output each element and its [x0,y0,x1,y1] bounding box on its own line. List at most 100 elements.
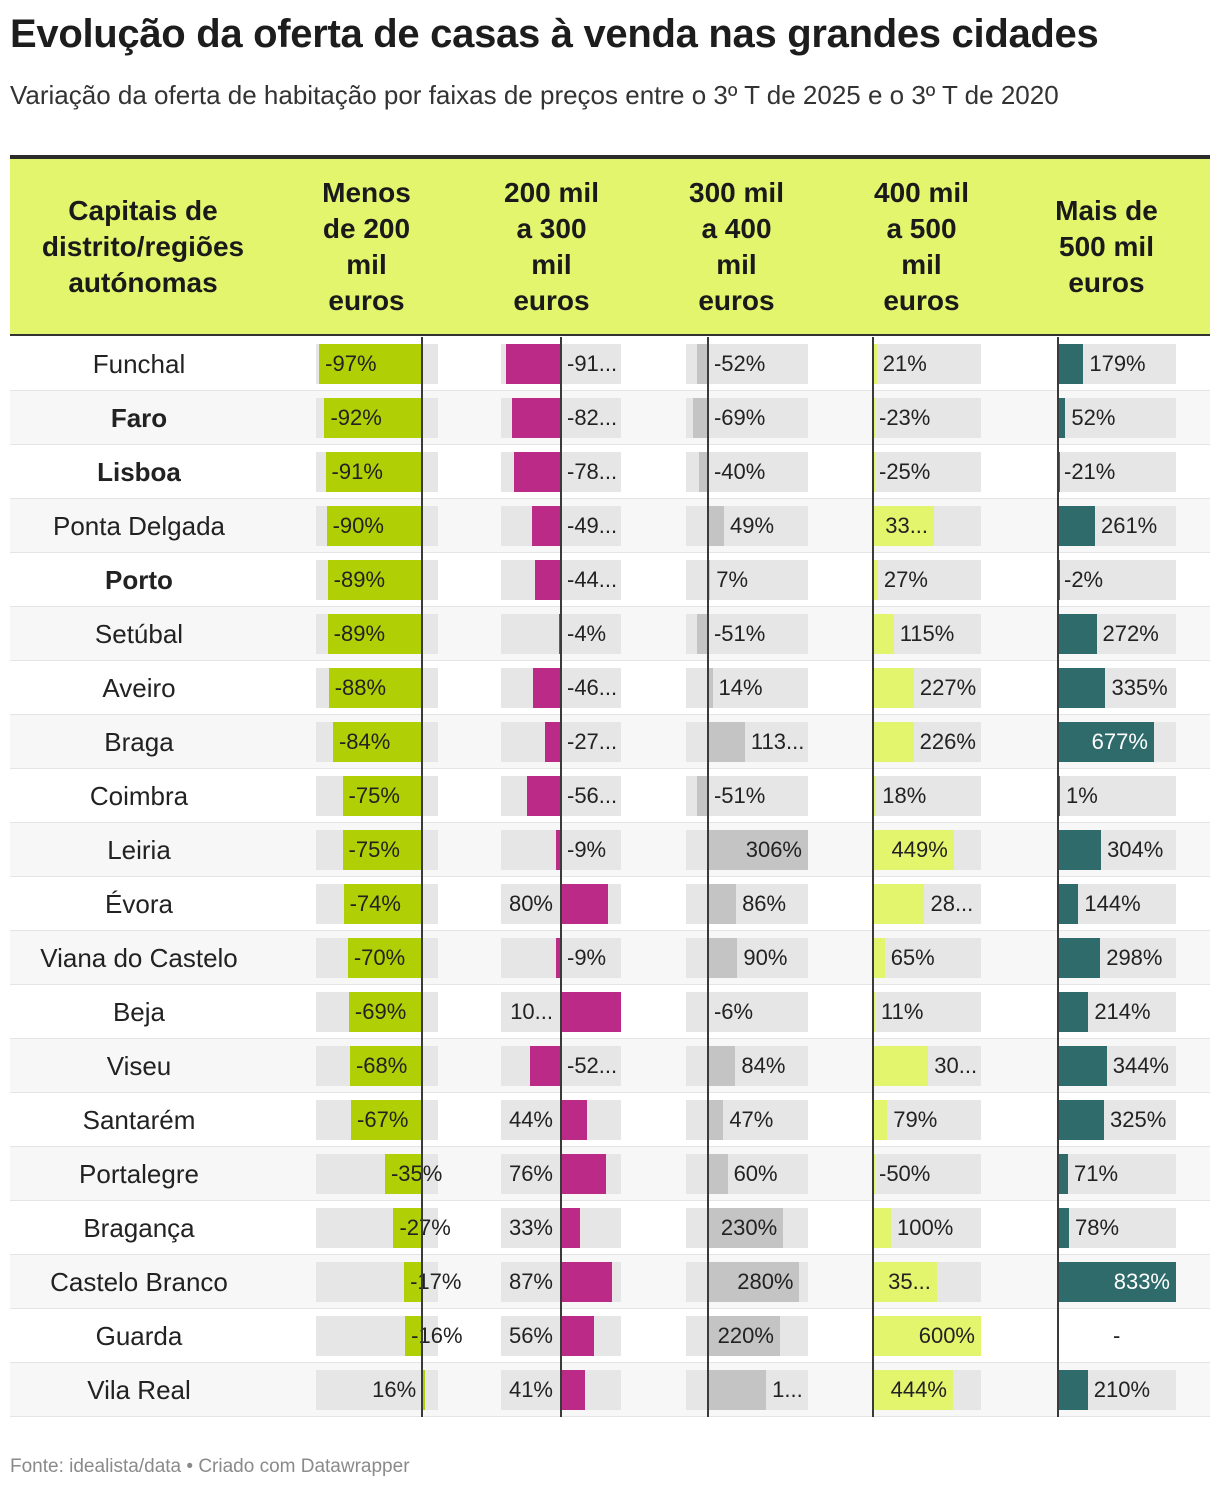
bar [1058,776,1060,816]
value-cell: -97% [270,337,455,391]
bar [529,1046,561,1086]
header-column-1: Menos de 200 mil euros [260,159,473,334]
value-cell: 304% [1010,823,1195,877]
bar [527,776,561,816]
table-header: Capitais de distrito/regiões autónomas Meno… [10,155,1210,336]
value-label: 86% [742,891,787,916]
value-cell: 65% [825,931,1010,985]
value-cell: -9% [455,823,640,877]
bar [1058,560,1060,600]
bar [325,452,423,492]
value-label: -52... [567,1053,618,1078]
bar [707,1370,767,1410]
header-city-line: autónomas [68,266,218,298]
value-label: -51% [713,783,766,808]
row-label: Bragança [83,1212,195,1243]
bar [347,938,423,978]
value-cell: 226% [825,715,1010,769]
bar [561,992,621,1032]
value-label: 56% [508,1323,553,1348]
value-cell: -91... [455,337,640,391]
header-column-line: Mais de [1055,194,1158,226]
value-cell: 27% [825,553,1010,607]
bar-track [686,722,808,762]
value-cell: -2% [1010,553,1195,607]
value-cell: 41% [455,1363,640,1417]
value-label: -49... [567,513,618,538]
value-cell: 335% [1010,661,1195,715]
bar-track [873,1100,981,1140]
value-cell: -92% [270,391,455,445]
value-label: 16% [372,1377,417,1402]
header-column-line: a 300 [516,212,587,244]
bar [707,722,745,762]
value-label: 280% [737,1269,794,1294]
value-cell: 306% [640,823,825,877]
table-row: Beja -69% 10... -6% 11% 214% [10,985,1210,1039]
value-cell: 600% [825,1309,1010,1363]
header-column-line: mil [716,248,757,280]
value-label: -84% [338,729,391,754]
value-cell: -84% [270,715,455,769]
bar [1058,938,1101,978]
bar [873,1316,981,1356]
row-label: Funchal [92,348,186,379]
value-cell: 86% [640,877,825,931]
bar [531,506,561,546]
value-label: -23% [879,405,931,430]
value-label: -27... [567,729,618,754]
value-cell: 35... [825,1255,1010,1309]
bar [707,1154,728,1194]
value-cell: 78% [1010,1201,1195,1255]
bar-track [686,1154,808,1194]
header-column-3: 300 mil a 400 mil euros [630,159,843,334]
table-row: Leiria -75% -9% 306% 449% 304% [10,823,1210,877]
value-cell: -50% [825,1147,1010,1201]
value-cell: -90% [270,499,455,553]
value-label: -67% [357,1107,409,1132]
value-label: 33... [885,513,929,538]
bar [873,722,914,762]
table-row: Bragança -27% 33% 230% 100% 78% [10,1201,1210,1255]
value-cell: 18% [825,769,1010,823]
bar [561,1208,581,1248]
value-label: -75% [348,783,400,808]
bar [422,1370,425,1410]
bar [1058,992,1089,1032]
value-label: 60% [733,1161,778,1186]
header-column-line: 400 mil [874,176,969,208]
bar [561,1262,613,1302]
value-cell: 90% [640,931,825,985]
bar-track [1058,398,1176,438]
bar [328,668,423,708]
bar [707,506,724,546]
table-row: Castelo Branco -17% 87% 280% 35... 833% [10,1255,1210,1309]
value-label: 52% [1071,405,1116,430]
value-cell: 60% [640,1147,825,1201]
value-cell: 76% [455,1147,640,1201]
bar [405,1316,423,1356]
bar [1058,398,1066,438]
bar [873,938,885,978]
value-label: 449% [891,837,948,862]
value-label: 306% [745,837,802,862]
bar-track [1058,1154,1176,1194]
table-row: Aveiro -88% -46... 14% 227% 335% [10,661,1210,715]
value-label: 65% [890,945,935,970]
bar [1058,614,1097,654]
value-cell: 227% [825,661,1010,715]
zero-axis-line [1057,337,1059,1417]
value-label: 87% [508,1269,553,1294]
value-cell: 14% [640,661,825,715]
row-label: Vila Real [87,1374,191,1405]
header-column-5: Mais de 500 mil euros [1000,159,1213,334]
value-label: 18% [882,783,927,808]
value-label: 78% [1075,1215,1120,1240]
value-label: -27% [399,1215,451,1240]
value-label: 35... [888,1269,931,1294]
bar [1058,1262,1176,1302]
value-cell: -78... [455,445,640,499]
value-label: 444% [890,1377,947,1402]
bar [544,722,561,762]
bar [696,344,708,384]
